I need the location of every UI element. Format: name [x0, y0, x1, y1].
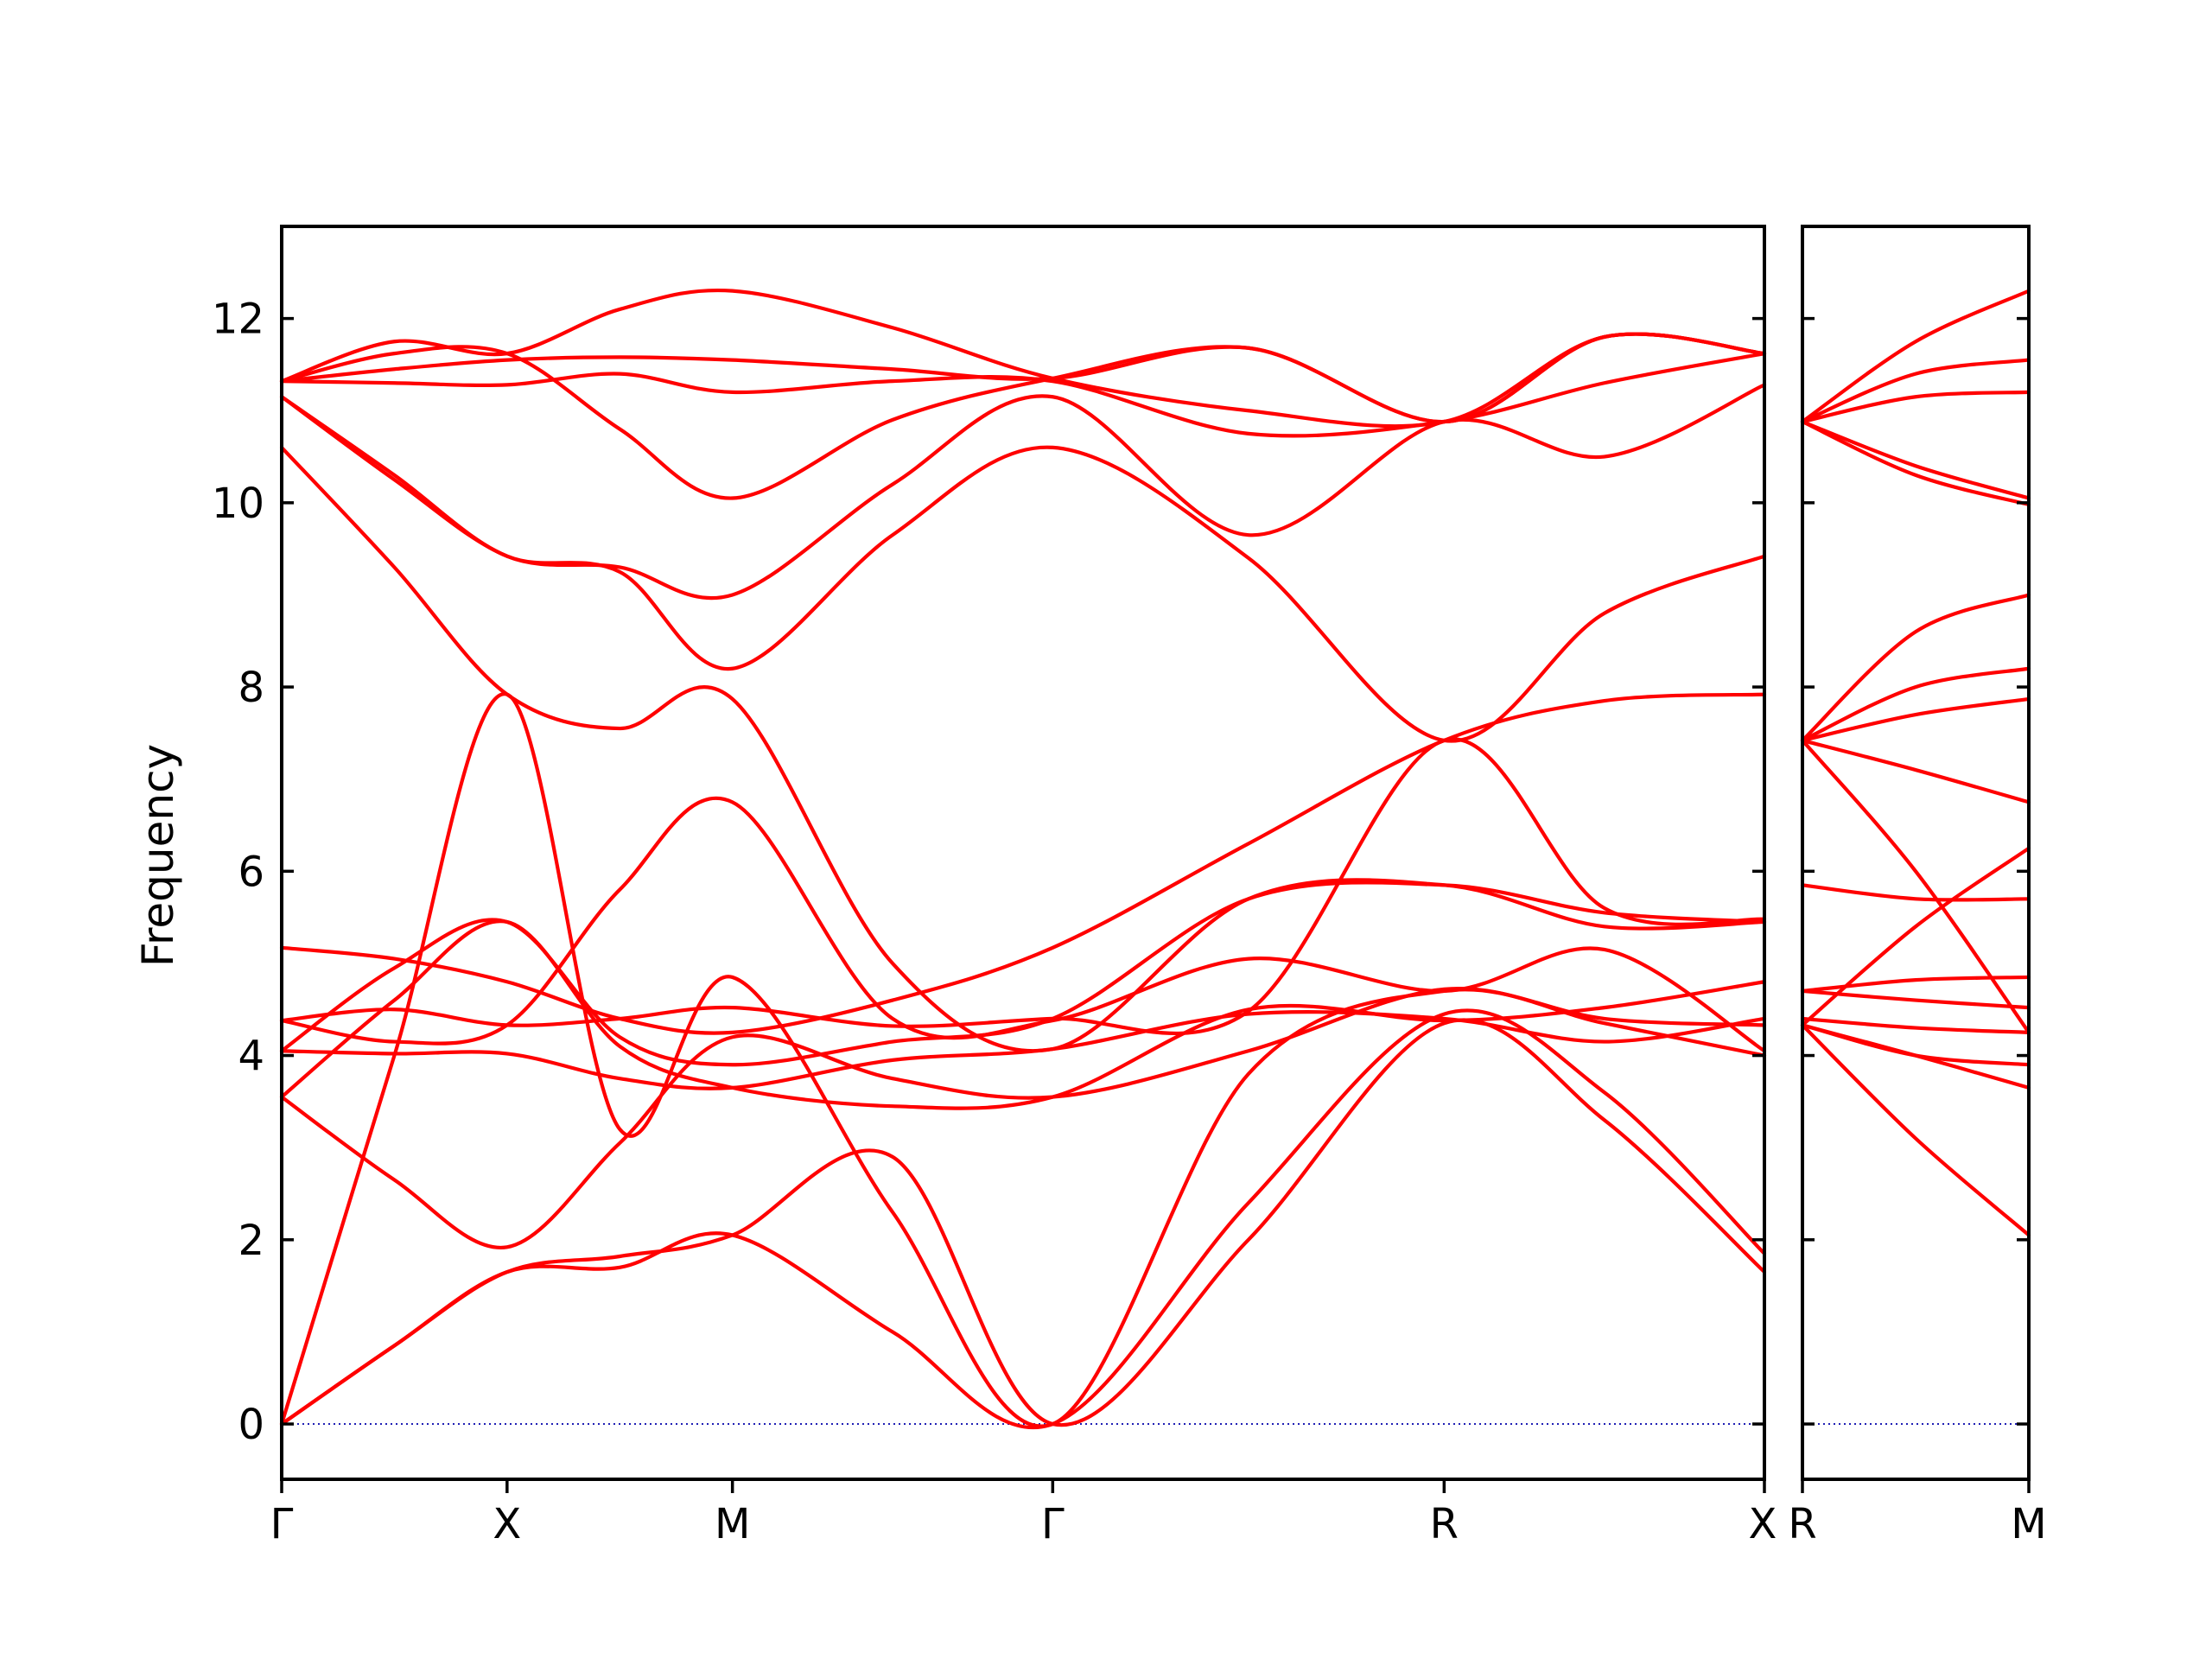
y-tick-label: 2	[238, 1217, 264, 1265]
y-tick-label: 12	[212, 296, 264, 344]
phonon-band-5	[279, 919, 1767, 1110]
main-panel: 0 2 4 6 8 10 12 Γ X M Γ R X	[212, 225, 1777, 1548]
phonon-band-2	[279, 1008, 1767, 1430]
phonon-band-17	[1800, 358, 2031, 424]
phonon-band-16	[1800, 390, 2031, 424]
phonon-band-1	[279, 1018, 1767, 1427]
y-tick-label: 4	[238, 1033, 264, 1081]
x-tick-label: M	[2011, 1500, 2046, 1548]
phonon-band-15	[1800, 419, 2031, 500]
phonon-band-11	[1800, 696, 2031, 743]
phonon-band-10	[279, 692, 1767, 1035]
x-tick-label: Γ	[270, 1500, 294, 1548]
phonon-band-18	[1800, 289, 2031, 424]
phonon-band-14	[1800, 419, 2031, 507]
phonon-band-11	[279, 445, 1767, 1053]
x-tick-label: M	[715, 1500, 750, 1548]
x-tick-label: Γ	[1041, 1500, 1065, 1548]
phonon-band-12	[1800, 666, 2031, 743]
phonon-band-5	[1800, 988, 2031, 1010]
plot-frame	[280, 225, 1766, 1481]
y-axis-label: Frequency	[133, 744, 183, 967]
x-tick-label: X	[493, 1500, 521, 1548]
x-tick-label: R	[1430, 1500, 1459, 1548]
phonon-band-4	[1800, 1016, 2031, 1034]
phonon-band-4	[279, 986, 1767, 1249]
x-tick-label: X	[1749, 1500, 1777, 1548]
y-tick-label: 6	[238, 848, 264, 896]
phonon-band-14	[279, 352, 1767, 438]
x-tick-label: R	[1788, 1500, 1816, 1548]
phonon-band-1	[1800, 1023, 2031, 1237]
phonon-band-3	[1800, 1023, 2031, 1067]
phonon-band-7	[1800, 883, 2031, 902]
phonon-band-10	[1800, 738, 2031, 804]
phonon-band-13	[279, 383, 1767, 601]
phonon-band-12	[279, 395, 1767, 743]
y-tick-label: 10	[212, 480, 264, 528]
y-tick-label: 8	[238, 664, 264, 712]
phonon-band-7	[279, 880, 1767, 1067]
phonon-band-8	[1800, 846, 2031, 1027]
phonon-band-6	[279, 1010, 1767, 1090]
phonon-band-13	[1800, 593, 2031, 743]
phonon-band-8	[279, 737, 1767, 1036]
phonon-band-9	[1800, 738, 2031, 1034]
plot-frame	[1801, 225, 2031, 1481]
y-tick-label: 0	[238, 1401, 264, 1449]
phonon-band-6	[1800, 975, 2031, 994]
phonon-band-9	[279, 796, 1767, 1053]
phonon-band-16	[279, 332, 1767, 424]
phonon-band-17	[279, 288, 1767, 429]
